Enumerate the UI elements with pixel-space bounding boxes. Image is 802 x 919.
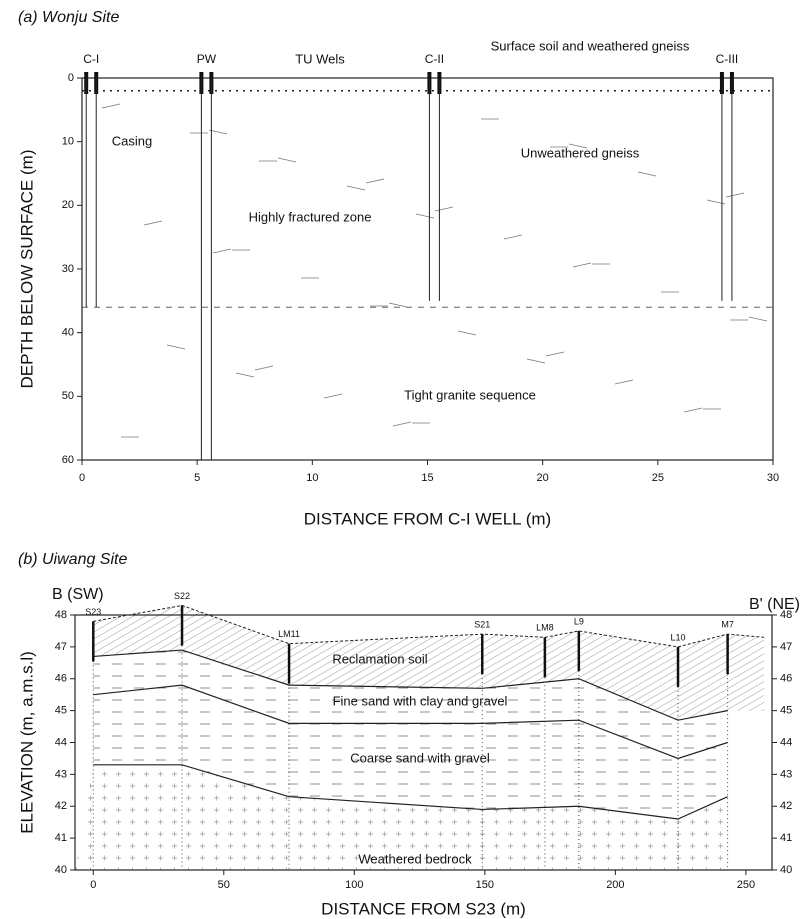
fracture <box>166 344 186 350</box>
fracture <box>323 393 343 399</box>
fracture <box>748 316 768 322</box>
layer-fill <box>93 650 728 759</box>
well-label: S22 <box>174 591 190 601</box>
y2-tick-label: 46 <box>780 673 792 685</box>
annotation: Fine sand with clay and gravel <box>333 693 508 708</box>
annotation: Surface soil and weathered gneiss <box>491 38 690 53</box>
x-tick-label: 15 <box>421 472 433 484</box>
fracture <box>572 262 592 268</box>
y-tick-label: 44 <box>55 736 67 748</box>
fracture <box>388 302 408 308</box>
well-label: S21 <box>474 620 490 630</box>
x-tick-label: 100 <box>345 879 363 891</box>
y-tick-label: 60 <box>62 454 74 466</box>
y2-tick-label: 47 <box>780 641 792 653</box>
x-tick-label: 250 <box>737 879 755 891</box>
well-label: C-I <box>83 52 99 66</box>
well-label: M7 <box>721 620 734 630</box>
section-end-label: B (SW) <box>52 586 104 603</box>
well-label: C-II <box>425 52 444 66</box>
y-tick-label: 45 <box>55 705 67 717</box>
fracture <box>683 407 703 413</box>
y-tick-label: 40 <box>62 327 74 339</box>
fracture <box>503 234 523 240</box>
y-tick-label: 48 <box>55 609 67 621</box>
plot-frame <box>81 77 774 461</box>
fracture <box>434 206 454 212</box>
fracture <box>392 421 412 427</box>
fracture <box>277 157 297 163</box>
annotation: Unweathered gneiss <box>521 145 640 160</box>
fracture <box>365 178 385 184</box>
annotation: Highly fractured zone <box>249 209 372 224</box>
y-tick-label: 10 <box>62 136 74 148</box>
y2-tick-label: 40 <box>780 864 792 876</box>
fracture <box>143 220 163 226</box>
layer-fill <box>75 764 772 870</box>
y-tick-label: 42 <box>55 800 67 812</box>
y-tick-label: 41 <box>55 832 67 844</box>
well-label: S23 <box>85 607 101 617</box>
well-label: L9 <box>574 616 584 626</box>
y-tick-label: 43 <box>55 768 67 780</box>
y-axis-label: DEPTH BELOW SURFACE (m) <box>17 150 36 389</box>
y2-tick-label: 42 <box>780 800 792 812</box>
layer-boundary <box>93 684 728 760</box>
y2-tick-label: 43 <box>780 768 792 780</box>
annotation: Reclamation soil <box>332 651 427 666</box>
x-tick-label: 50 <box>218 879 230 891</box>
annotation: Tight granite sequence <box>404 387 536 402</box>
fracture <box>235 372 255 378</box>
y-tick-label: 20 <box>62 199 74 211</box>
y-tick-label: 47 <box>55 641 67 653</box>
annotation: TU Wels <box>295 51 345 66</box>
y-tick-label: 40 <box>55 864 67 876</box>
x-axis-label: DISTANCE FROM S23 (m) <box>321 899 526 918</box>
fracture <box>254 365 274 371</box>
y-tick-label: 46 <box>55 673 67 685</box>
fracture <box>725 192 745 198</box>
well-label: L10 <box>671 632 686 642</box>
section-end-label: B' (NE) <box>749 596 800 613</box>
x-tick-label: 30 <box>767 472 779 484</box>
x-tick-label: 200 <box>606 879 624 891</box>
y-axis-label: ELEVATION (m, a.m.s.l) <box>17 651 36 834</box>
x-axis-label: DISTANCE FROM C-I WELL (m) <box>304 509 551 528</box>
fracture <box>415 213 435 219</box>
x-tick-label: 10 <box>306 472 318 484</box>
y2-tick-label: 48 <box>780 609 792 621</box>
well-label: LM8 <box>536 623 554 633</box>
annotation: Coarse sand with gravel <box>350 750 490 765</box>
fracture <box>526 358 546 364</box>
x-tick-label: 0 <box>90 879 96 891</box>
annotation: Weathered bedrock <box>358 851 472 866</box>
fracture <box>614 379 634 385</box>
x-tick-label: 0 <box>79 472 85 484</box>
y2-tick-label: 44 <box>780 736 792 748</box>
y-tick-label: 30 <box>62 263 74 275</box>
y-tick-label: 0 <box>68 72 74 84</box>
y-tick-label: 50 <box>62 390 74 402</box>
well-label: LM11 <box>278 629 300 639</box>
x-tick-label: 25 <box>652 472 664 484</box>
fracture <box>212 248 232 254</box>
fracture <box>101 103 121 109</box>
fracture <box>637 171 657 177</box>
well-label: C-III <box>716 52 739 66</box>
panel-title: (b) Uiwang Site <box>18 551 127 568</box>
fracture <box>568 143 588 149</box>
x-tick-label: 5 <box>194 472 200 484</box>
fracture <box>208 129 228 135</box>
well-label: PW <box>197 52 217 66</box>
x-tick-label: 150 <box>476 879 494 891</box>
y2-tick-label: 41 <box>780 832 792 844</box>
annotation: Casing <box>112 133 152 148</box>
panel-title: (a) Wonju Site <box>18 9 119 26</box>
x-tick-label: 20 <box>537 472 549 484</box>
y2-tick-label: 45 <box>780 705 792 717</box>
fracture <box>457 330 477 336</box>
fracture <box>545 351 565 357</box>
fracture <box>346 185 366 191</box>
